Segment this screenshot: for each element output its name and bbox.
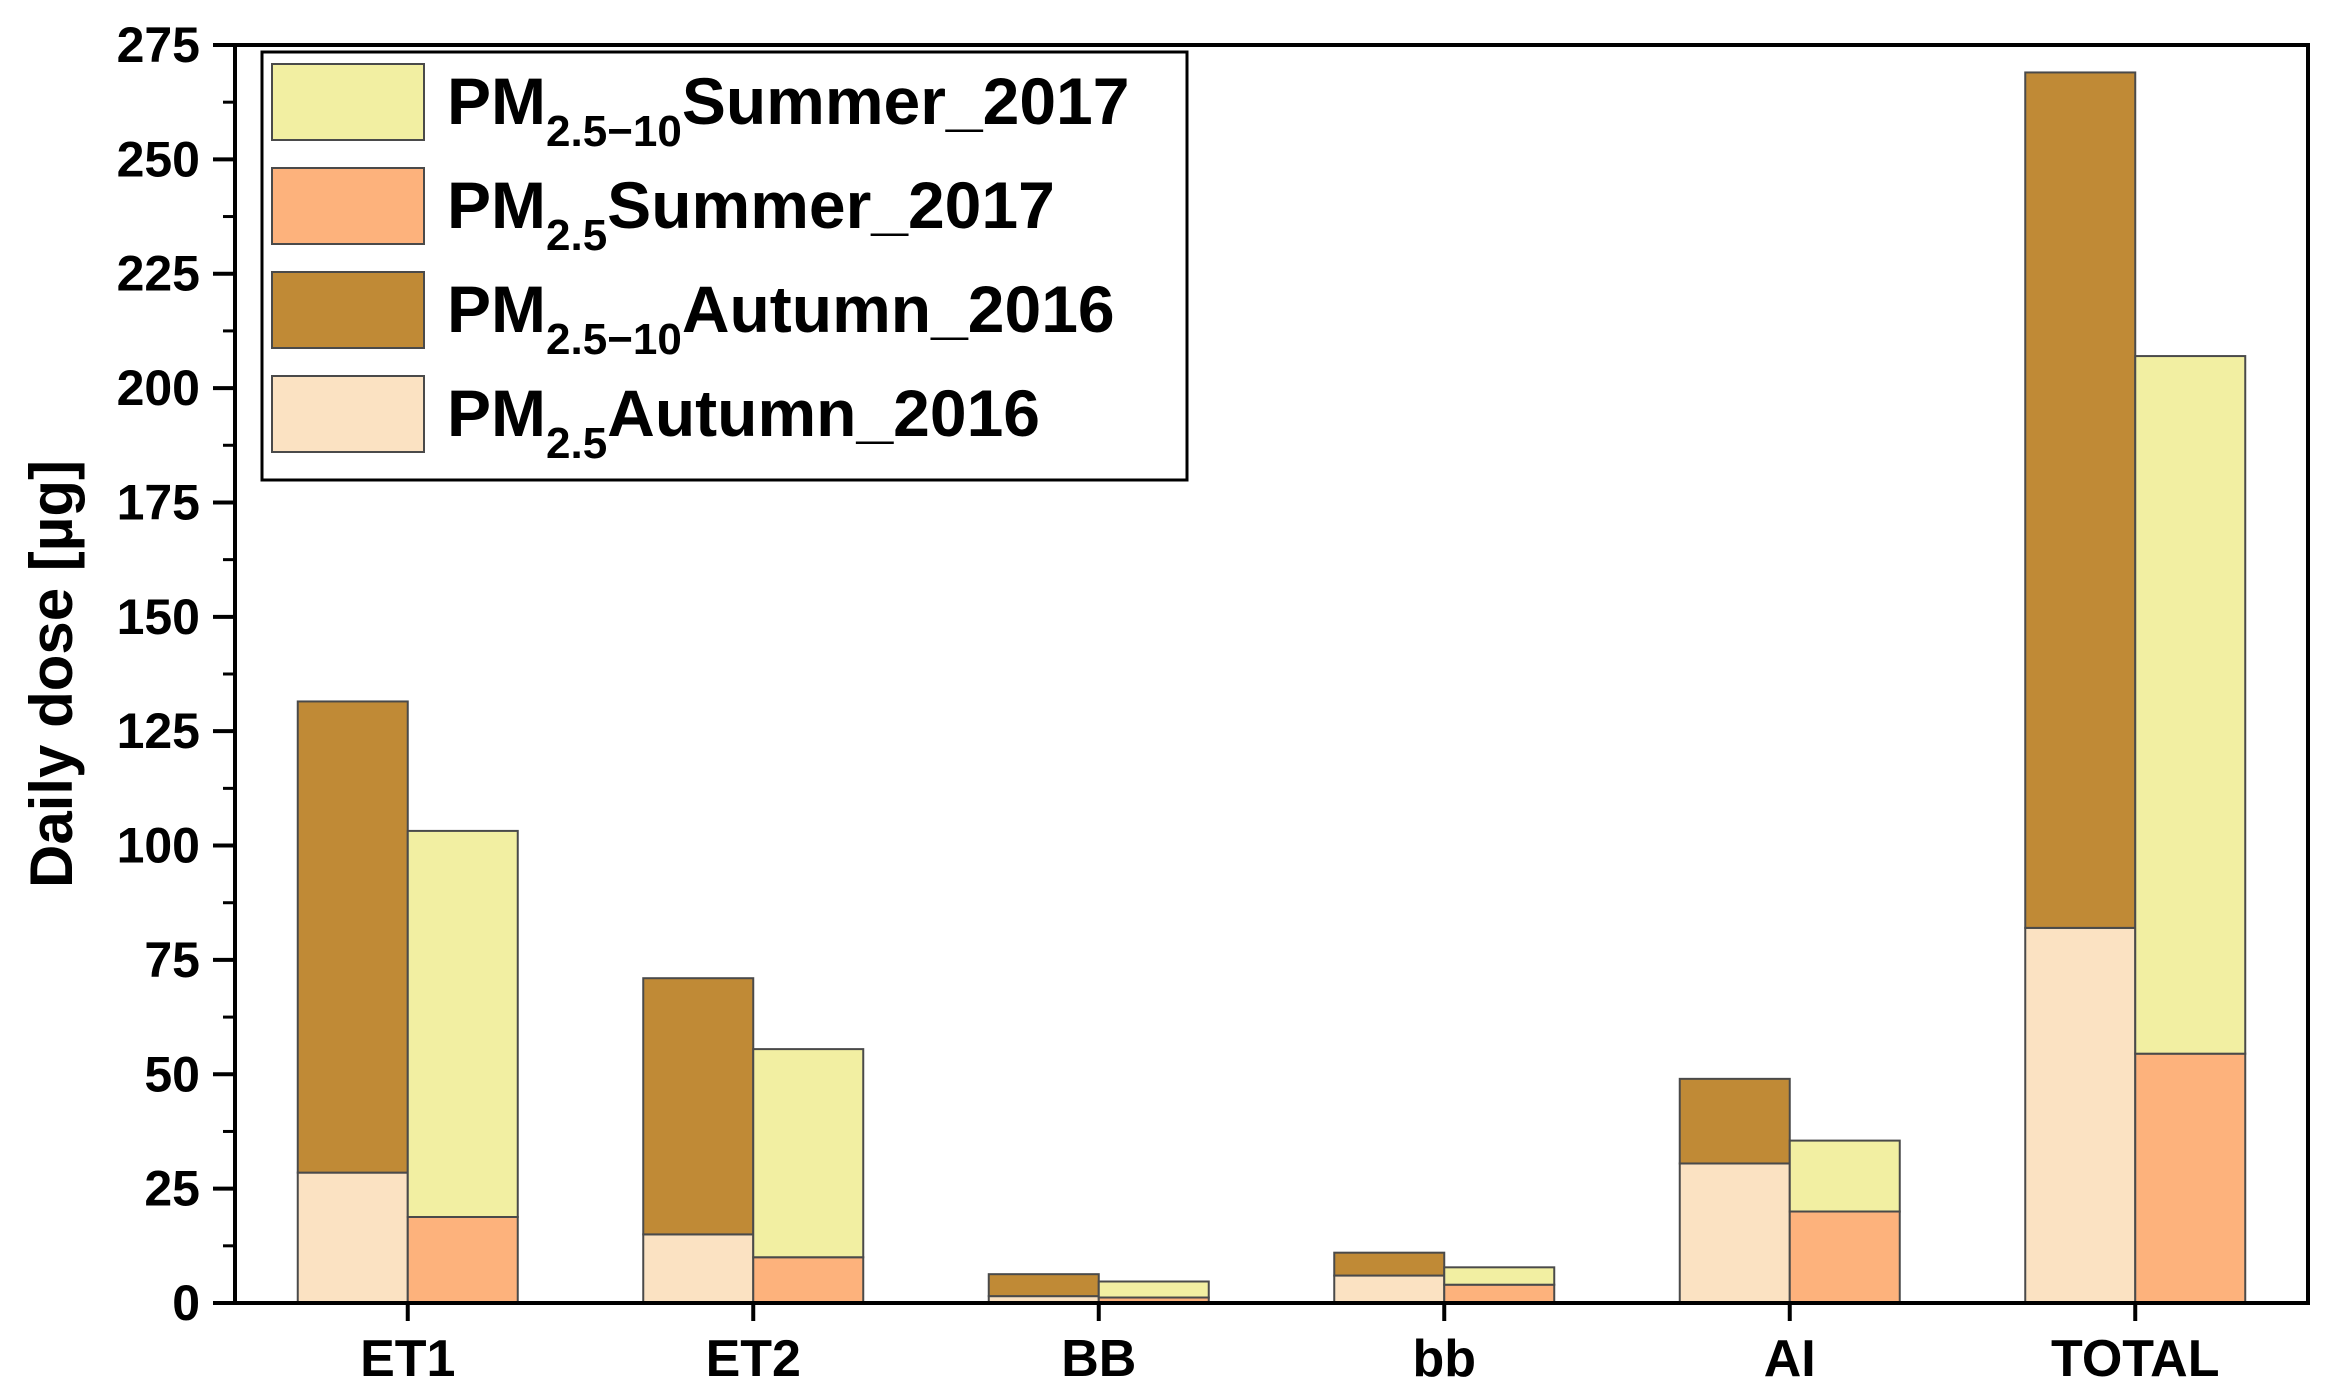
y-tick-label: 150 — [117, 589, 200, 645]
legend-swatch — [271, 375, 425, 453]
y-tick-label: 25 — [144, 1161, 200, 1217]
x-tick-label: TOTAL — [2051, 1330, 2220, 1388]
bar-et1-autumn-2016-seg0 — [296, 1171, 409, 1305]
legend-label-main: PM — [447, 272, 546, 346]
legend: PM2.5−10Summer_2017PM2.5Summer_2017PM2.5… — [260, 50, 1189, 482]
legend-label-subscript: 2.5−10 — [546, 315, 682, 364]
y-tick-label: 225 — [117, 246, 200, 302]
legend-label-rest: Autumn_2016 — [682, 272, 1115, 346]
bar-ai-summer-2017-seg0 — [1788, 1210, 1901, 1304]
y-axis: 0 25 50 75 100 125 150 175 200 225 250 275 — [117, 17, 235, 1331]
bar-et2-summer-2017-seg1 — [752, 1048, 865, 1259]
legend-label-main: PM — [447, 64, 546, 138]
y-tick-label: 250 — [117, 131, 200, 187]
x-tick-label: BB — [1061, 1330, 1136, 1388]
bar-bb-autumn-2016-seg1 — [987, 1273, 1100, 1298]
legend-label-rest: Summer_2017 — [682, 64, 1130, 138]
legend-label: PM2.5−10Autumn_2016 — [447, 272, 1115, 364]
legend-label-main: PM — [447, 376, 546, 450]
bar-et1-summer-2017-seg0 — [406, 1215, 519, 1304]
x-tick-label: bb — [1412, 1330, 1476, 1388]
bar-bb-autumn-2016-seg0 — [1333, 1274, 1446, 1305]
bar-ai-autumn-2016-seg1 — [1678, 1077, 1791, 1165]
legend-label-subscript: 2.5−10 — [546, 107, 682, 156]
bar-ai-autumn-2016-seg0 — [1678, 1162, 1791, 1304]
bar-et1-autumn-2016-seg1 — [296, 700, 409, 1174]
x-axis: ET1 ET2 BB bb AI TOTAL — [360, 1303, 2220, 1388]
legend-label-subscript: 2.5 — [546, 419, 607, 468]
y-tick-label: 175 — [117, 474, 200, 530]
y-tick-label: 200 — [117, 360, 200, 416]
legend-label-subscript: 2.5 — [546, 211, 607, 260]
legend-swatch — [271, 271, 425, 349]
y-tick-label: 125 — [117, 703, 200, 759]
y-tick-label: 50 — [144, 1046, 200, 1102]
legend-label-rest: Autumn_2016 — [607, 376, 1040, 450]
y-tick-label: 100 — [117, 818, 200, 874]
legend-label: PM2.5−10Summer_2017 — [447, 64, 1129, 156]
bar-total-autumn-2016-seg1 — [2024, 71, 2137, 929]
legend-label-rest: Summer_2017 — [607, 168, 1055, 242]
bar-bb-summer-2017-seg0 — [1443, 1283, 1556, 1304]
bar-bb-summer-2017-seg1 — [1097, 1280, 1210, 1299]
y-tick-label: 275 — [117, 17, 200, 73]
legend-label: PM2.5Autumn_2016 — [447, 376, 1040, 468]
legend-swatch — [271, 63, 425, 141]
bar-et2-summer-2017-seg0 — [752, 1256, 865, 1304]
bar-bb-autumn-2016-seg1 — [1333, 1251, 1446, 1277]
bar-total-summer-2017-seg1 — [2134, 355, 2247, 1055]
bar-et1-summer-2017-seg1 — [406, 829, 519, 1218]
y-axis-title: Daily dose [µg] — [18, 460, 85, 888]
y-tick-label: 75 — [144, 932, 200, 988]
legend-swatch — [271, 167, 425, 245]
bar-ai-summer-2017-seg1 — [1788, 1139, 1901, 1213]
bar-bb-summer-2017-seg1 — [1443, 1266, 1556, 1286]
bar-et2-autumn-2016-seg0 — [642, 1233, 755, 1305]
x-tick-label: AI — [1764, 1330, 1816, 1388]
x-tick-label: ET1 — [360, 1330, 455, 1388]
y-tick-label: 0 — [172, 1275, 200, 1331]
bar-et2-autumn-2016-seg1 — [642, 977, 755, 1236]
bar-total-autumn-2016-seg0 — [2024, 926, 2137, 1304]
legend-label-main: PM — [447, 168, 546, 242]
bar-total-summer-2017-seg0 — [2134, 1052, 2247, 1304]
legend-label: PM2.5Summer_2017 — [447, 168, 1055, 260]
x-tick-label: ET2 — [706, 1330, 801, 1388]
bars-layer — [296, 71, 2247, 1305]
